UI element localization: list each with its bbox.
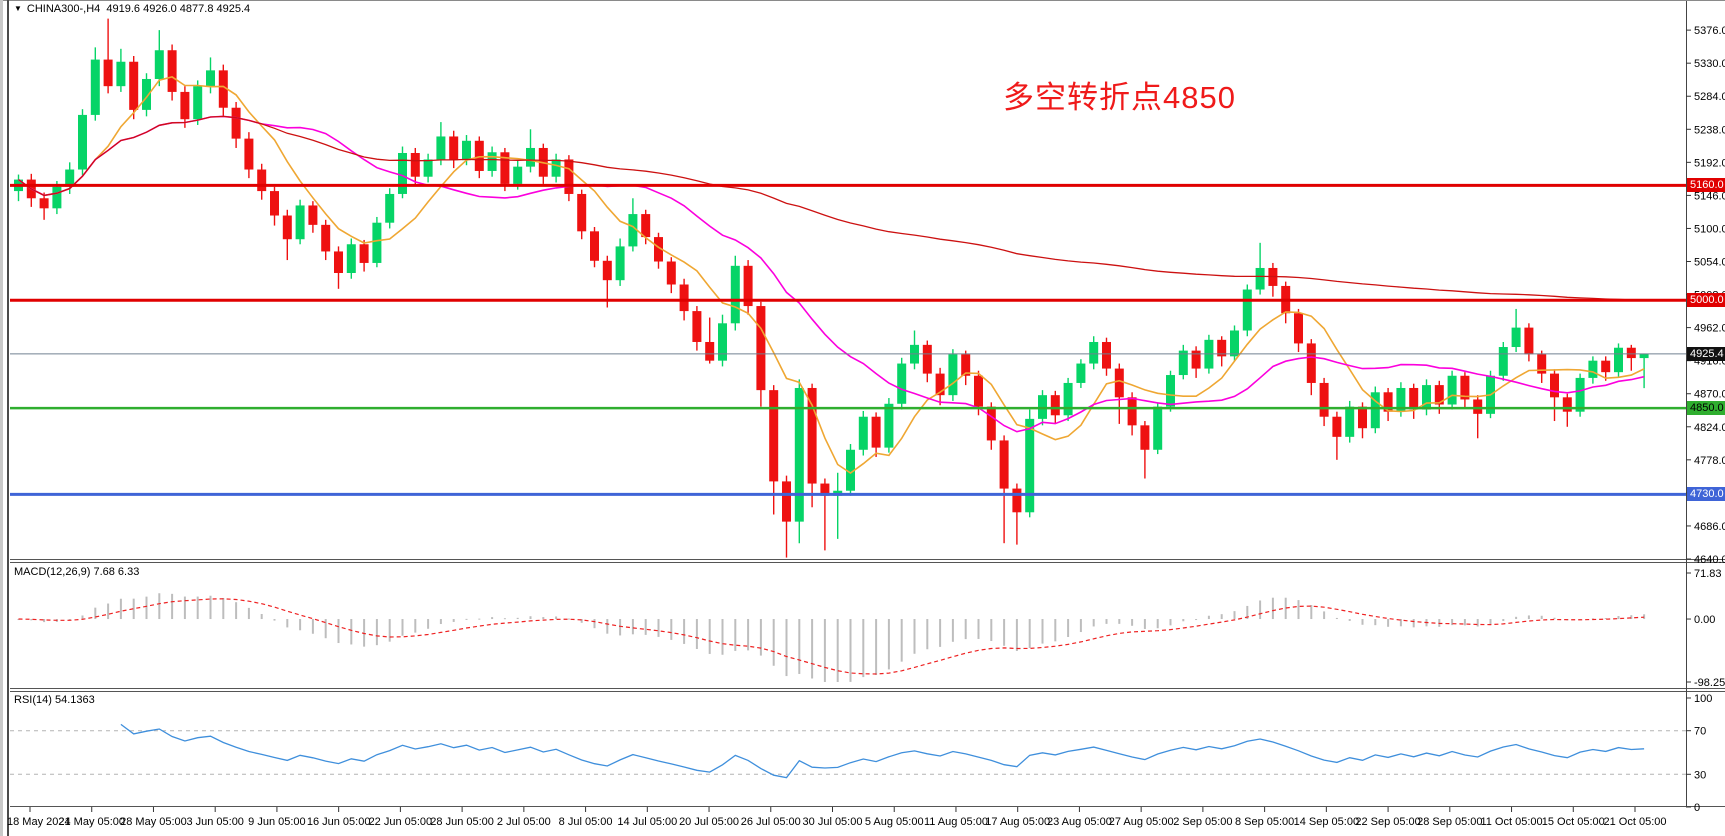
svg-text:4824.0: 4824.0 <box>1694 422 1725 434</box>
svg-text:4686.0: 4686.0 <box>1694 521 1725 533</box>
svg-text:0.00: 0.00 <box>1694 614 1715 626</box>
window-top-border <box>0 0 1725 1</box>
ohlc-values: 4919.6 4926.0 4877.8 4925.4 <box>106 3 251 15</box>
rsi-panel: 100 70 30 0 <box>10 693 1712 814</box>
svg-text:-98.25: -98.25 <box>1694 677 1725 689</box>
svg-text:16 Jun 05:00: 16 Jun 05:00 <box>307 816 371 828</box>
svg-text:21 Oct 05:00: 21 Oct 05:00 <box>1604 816 1667 828</box>
svg-text:5284.0: 5284.0 <box>1694 91 1725 103</box>
svg-text:2 Jul 05:00: 2 Jul 05:00 <box>497 816 551 828</box>
window-left-border <box>7 0 9 836</box>
svg-text:28 Sep 05:00: 28 Sep 05:00 <box>1417 816 1482 828</box>
svg-text:4778.0: 4778.0 <box>1694 455 1725 467</box>
svg-text:22 Sep 05:00: 22 Sep 05:00 <box>1355 816 1420 828</box>
svg-text:5192.0: 5192.0 <box>1694 157 1725 169</box>
svg-text:71.83: 71.83 <box>1694 568 1722 580</box>
svg-text:4640.0: 4640.0 <box>1694 554 1725 566</box>
price-badge-5160: 5160.0 <box>1687 178 1725 193</box>
svg-text:0: 0 <box>1694 802 1700 814</box>
svg-text:26 Jul 05:00: 26 Jul 05:00 <box>741 816 801 828</box>
svg-text:3 Jun 05:00: 3 Jun 05:00 <box>186 816 244 828</box>
svg-text:8 Sep 05:00: 8 Sep 05:00 <box>1235 816 1294 828</box>
svg-text:4870.0: 4870.0 <box>1694 389 1725 401</box>
svg-text:30: 30 <box>1694 769 1706 781</box>
svg-text:14 Sep 05:00: 14 Sep 05:00 <box>1294 816 1359 828</box>
svg-text:5100.0: 5100.0 <box>1694 223 1725 235</box>
svg-text:20 Jul 05:00: 20 Jul 05:00 <box>679 816 739 828</box>
svg-text:100: 100 <box>1694 693 1712 705</box>
svg-text:5376.0: 5376.0 <box>1694 25 1725 37</box>
svg-text:5 Aug 05:00: 5 Aug 05:00 <box>865 816 924 828</box>
ma-slow-line <box>18 115 1645 301</box>
svg-text:18 May 2021: 18 May 2021 <box>7 816 71 828</box>
ma-fast-line <box>18 76 1645 474</box>
svg-text:15 Oct 05:00: 15 Oct 05:00 <box>1542 816 1605 828</box>
svg-text:11 Oct 05:00: 11 Oct 05:00 <box>1480 816 1542 828</box>
svg-text:70: 70 <box>1694 726 1706 738</box>
panel-dividers <box>10 1 1725 807</box>
horizontal-lines <box>10 183 1686 496</box>
price-badge-5000: 5000.0 <box>1687 293 1725 308</box>
price-badge-4730: 4730.0 <box>1687 487 1725 502</box>
svg-text:5238.0: 5238.0 <box>1694 124 1725 136</box>
svg-text:11 Aug 05:00: 11 Aug 05:00 <box>924 816 988 828</box>
svg-text:17 Aug 05:00: 17 Aug 05:00 <box>985 816 1050 828</box>
svg-text:30 Jul 05:00: 30 Jul 05:00 <box>803 816 863 828</box>
candles-layer <box>14 18 1649 558</box>
rsi-indicator-label: RSI(14) 54.1363 <box>14 694 95 706</box>
svg-text:5054.0: 5054.0 <box>1694 257 1725 269</box>
svg-text:8 Jul 05:00: 8 Jul 05:00 <box>559 816 613 828</box>
svg-text:28 Jun 05:00: 28 Jun 05:00 <box>430 816 494 828</box>
moving-averages <box>18 76 1645 474</box>
macd-panel: 71.83 0.00 -98.25 <box>17 568 1725 689</box>
rsi-line <box>120 723 1645 779</box>
macd-indicator-label: MACD(12,26,9) 7.68 6.33 <box>14 566 140 578</box>
chart-header[interactable]: ▼ CHINA300-,H4 4919.6 4926.0 4877.8 4925.… <box>14 3 250 15</box>
svg-text:23 Aug 05:00: 23 Aug 05:00 <box>1047 816 1112 828</box>
ma-mid-line <box>18 115 1645 433</box>
chevron-down-icon[interactable]: ▼ <box>14 4 22 13</box>
svg-text:2 Sep 05:00: 2 Sep 05:00 <box>1173 816 1232 828</box>
svg-text:5330.0: 5330.0 <box>1694 58 1725 70</box>
svg-text:5146.0: 5146.0 <box>1694 190 1725 202</box>
macd-signal-line <box>18 598 1645 675</box>
svg-text:4962.0: 4962.0 <box>1694 323 1725 335</box>
current-price-badge: 4925.4 <box>1687 346 1725 361</box>
svg-text:9 Jun 05:00: 9 Jun 05:00 <box>248 816 306 828</box>
svg-text:14 Jul 05:00: 14 Jul 05:00 <box>617 816 677 828</box>
svg-text:24 May 05:00: 24 May 05:00 <box>58 816 125 828</box>
window-left-edge <box>0 0 3 836</box>
symbol-timeframe-label: CHINA300-,H4 <box>26 3 101 15</box>
svg-text:28 May 05:00: 28 May 05:00 <box>120 816 187 828</box>
svg-text:27 Aug 05:00: 27 Aug 05:00 <box>1109 816 1174 828</box>
trend-annotation: 多空转折点4850 <box>1003 80 1236 115</box>
price-badge-4850: 4850.0 <box>1687 401 1725 416</box>
svg-text:22 Jun 05:00: 22 Jun 05:00 <box>369 816 433 828</box>
